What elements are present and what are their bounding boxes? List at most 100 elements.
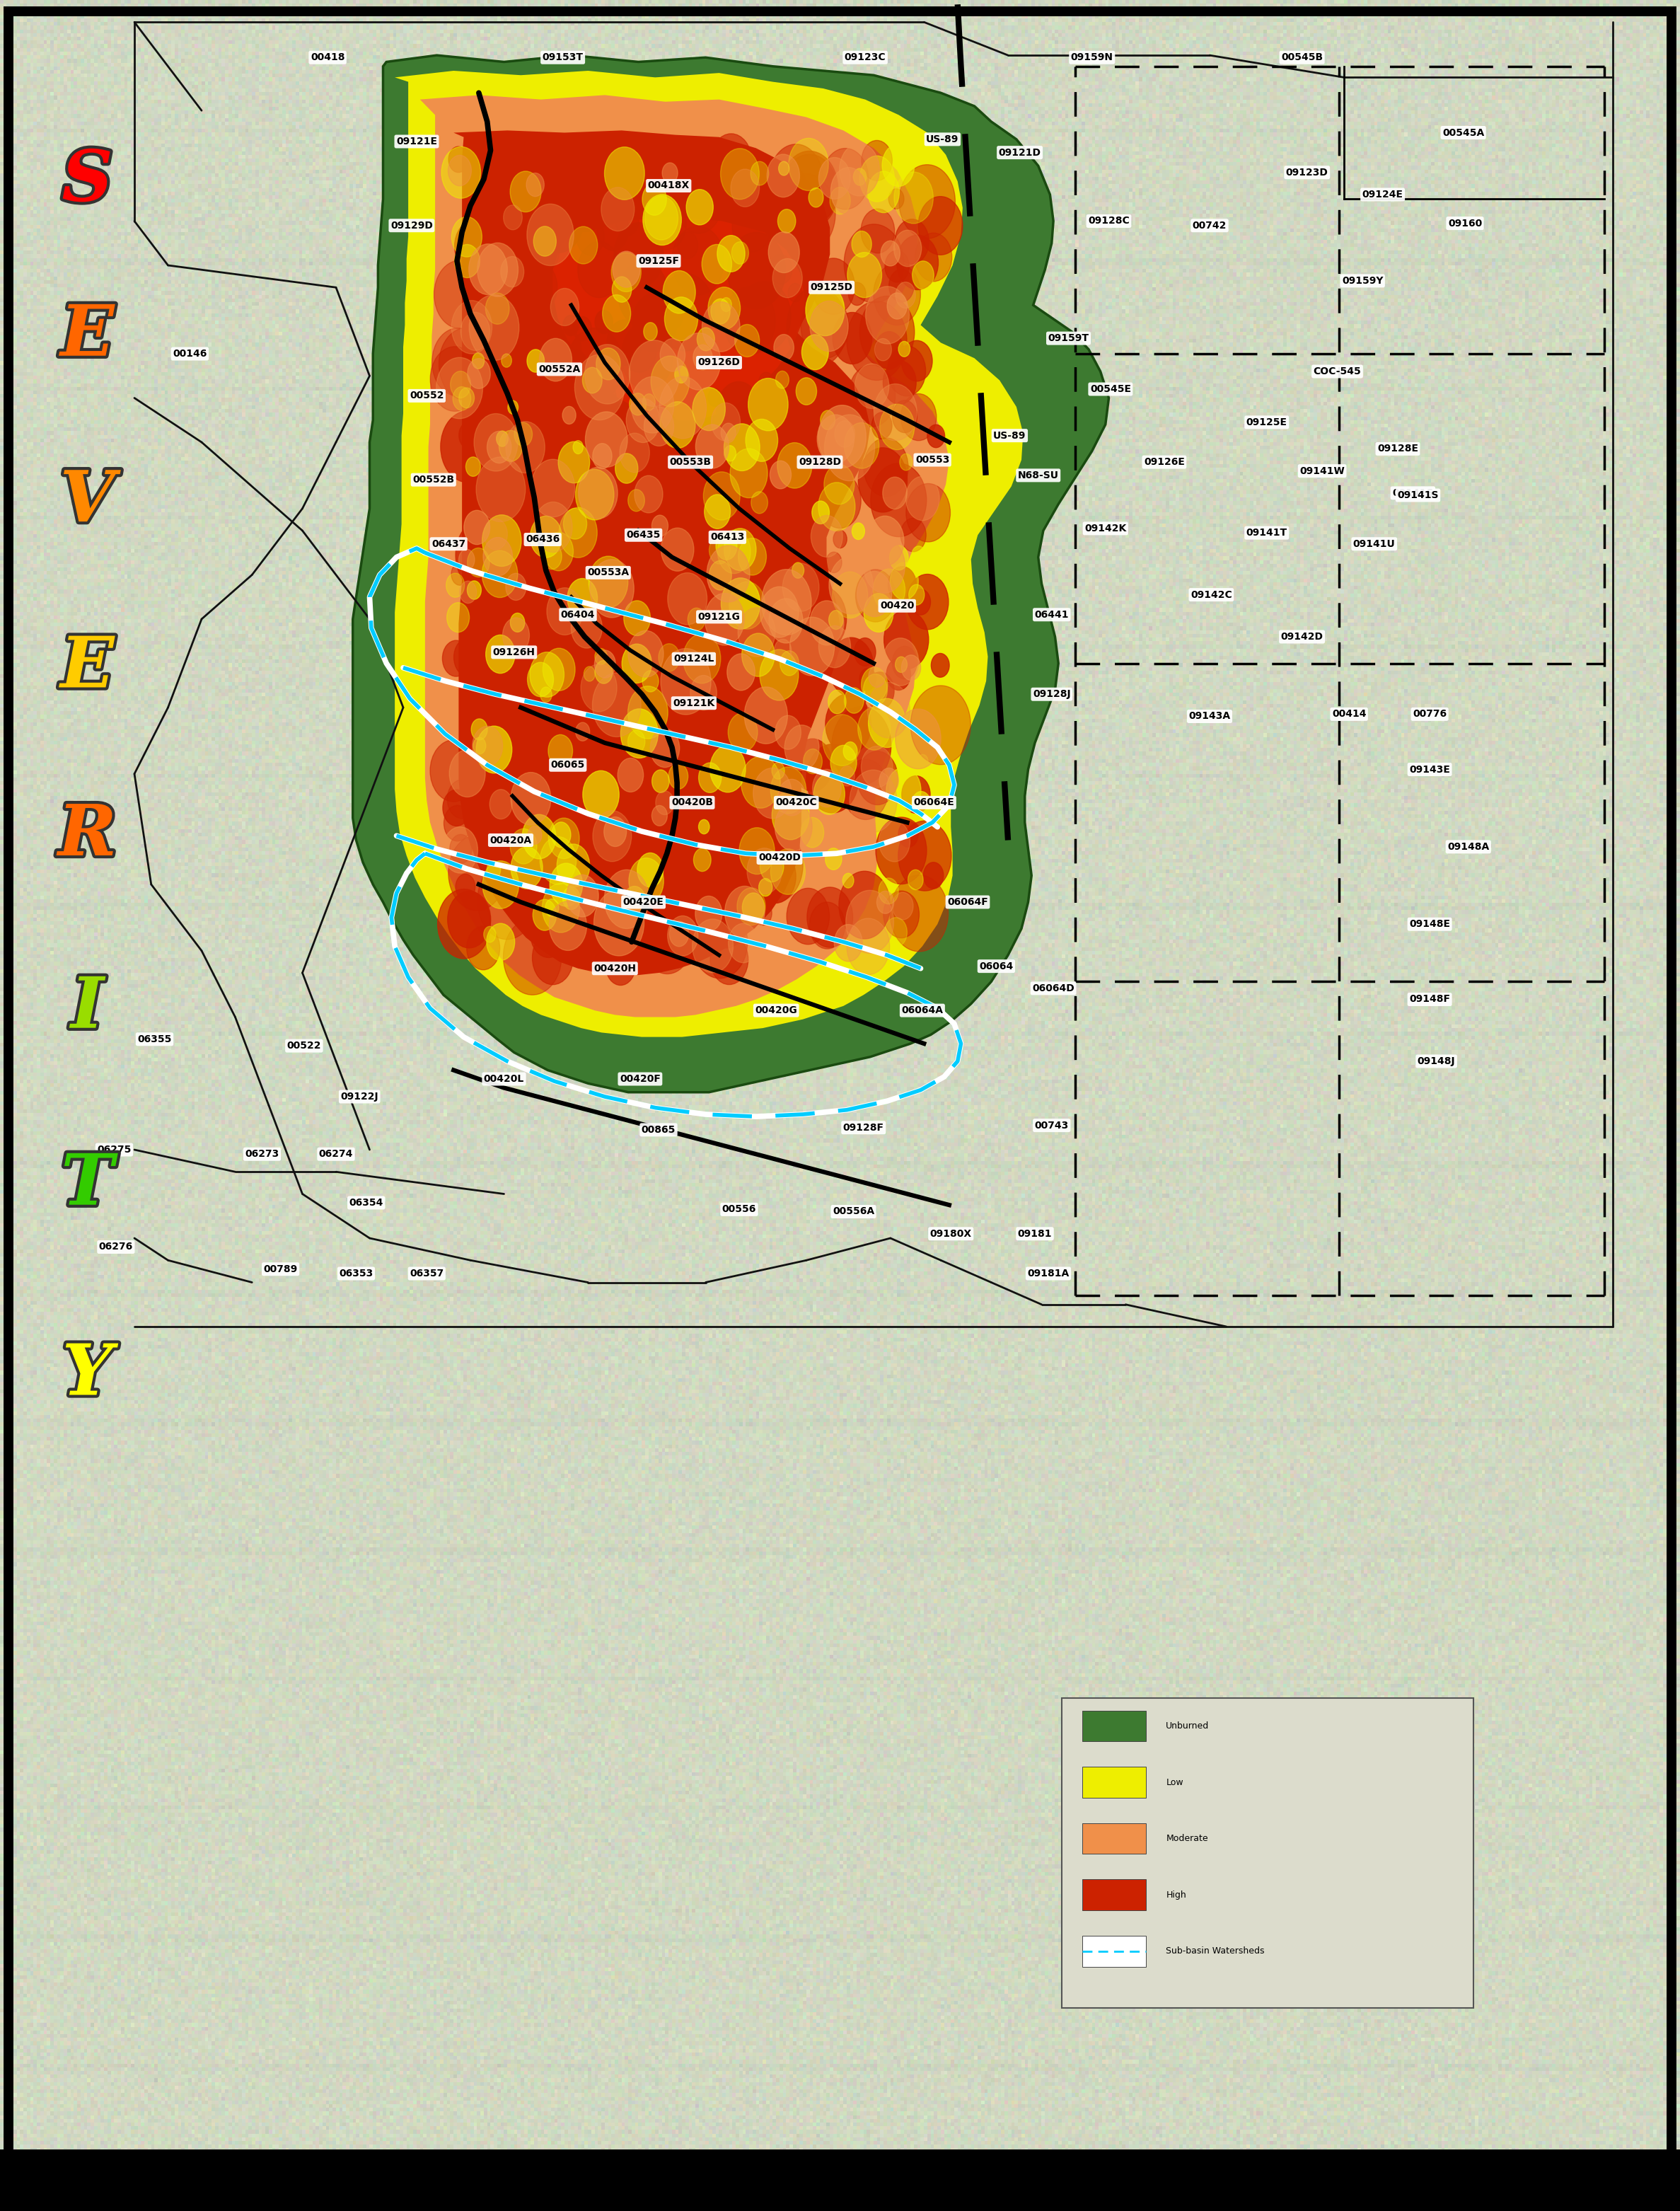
Circle shape — [808, 188, 823, 208]
Circle shape — [566, 555, 586, 581]
Circle shape — [847, 398, 874, 433]
Circle shape — [559, 422, 612, 491]
Circle shape — [743, 566, 763, 595]
Circle shape — [825, 416, 875, 480]
Text: 00420E: 00420E — [623, 898, 664, 907]
Circle shape — [890, 876, 948, 951]
Circle shape — [699, 820, 709, 834]
Circle shape — [447, 573, 464, 597]
Circle shape — [687, 608, 706, 630]
Circle shape — [724, 287, 776, 356]
Circle shape — [711, 745, 746, 792]
Circle shape — [566, 500, 615, 564]
Circle shape — [486, 597, 521, 641]
Circle shape — [630, 340, 680, 407]
Circle shape — [484, 926, 496, 942]
Circle shape — [615, 223, 664, 287]
Text: 00552A: 00552A — [539, 365, 580, 374]
Circle shape — [467, 358, 491, 389]
Circle shape — [769, 599, 803, 643]
Polygon shape — [553, 217, 805, 420]
Circle shape — [449, 836, 506, 911]
Polygon shape — [353, 55, 1109, 1092]
Circle shape — [864, 593, 894, 632]
Circle shape — [633, 822, 659, 858]
Circle shape — [447, 891, 491, 949]
Circle shape — [810, 601, 843, 646]
Circle shape — [862, 745, 892, 787]
Circle shape — [563, 887, 580, 909]
Circle shape — [477, 862, 536, 940]
Circle shape — [751, 491, 768, 513]
Circle shape — [531, 515, 561, 557]
Circle shape — [769, 254, 793, 283]
Circle shape — [556, 845, 590, 887]
Bar — [0, 2149, 1680, 2211]
Text: 09142D: 09142D — [1280, 632, 1324, 641]
Circle shape — [588, 557, 628, 608]
Circle shape — [576, 469, 613, 520]
Circle shape — [568, 327, 623, 402]
Circle shape — [467, 548, 489, 577]
Circle shape — [618, 758, 643, 792]
Circle shape — [534, 226, 556, 256]
Circle shape — [778, 442, 811, 489]
Circle shape — [570, 898, 608, 949]
Circle shape — [516, 265, 543, 301]
Circle shape — [546, 438, 596, 506]
Circle shape — [482, 515, 521, 566]
Circle shape — [729, 610, 790, 690]
Circle shape — [828, 690, 847, 714]
Circle shape — [442, 641, 470, 677]
Circle shape — [571, 608, 601, 648]
Text: 00522: 00522 — [287, 1041, 321, 1050]
Circle shape — [618, 261, 669, 327]
Circle shape — [511, 170, 541, 212]
Circle shape — [647, 199, 687, 250]
Text: 09126H: 09126H — [492, 648, 536, 657]
Circle shape — [727, 232, 786, 310]
Circle shape — [729, 924, 758, 962]
Circle shape — [830, 188, 850, 214]
Circle shape — [783, 564, 820, 612]
Circle shape — [477, 537, 531, 608]
Circle shape — [719, 800, 756, 851]
Circle shape — [632, 376, 674, 433]
Circle shape — [474, 736, 486, 754]
Circle shape — [830, 168, 867, 214]
Circle shape — [818, 626, 850, 668]
Circle shape — [638, 146, 659, 175]
Text: 00420C: 00420C — [776, 798, 816, 807]
Circle shape — [662, 696, 721, 774]
Circle shape — [875, 338, 892, 360]
Circle shape — [528, 663, 553, 696]
Circle shape — [447, 780, 477, 818]
Text: Unburned: Unburned — [1166, 1722, 1210, 1731]
Text: 00418X: 00418X — [648, 181, 689, 190]
Circle shape — [843, 223, 904, 303]
Text: 06353: 06353 — [339, 1269, 373, 1278]
Circle shape — [717, 531, 751, 573]
Text: US-89: US-89 — [926, 135, 959, 144]
Circle shape — [455, 520, 511, 593]
Circle shape — [741, 756, 780, 809]
Circle shape — [563, 509, 586, 539]
Circle shape — [664, 840, 711, 902]
Circle shape — [850, 769, 897, 831]
Circle shape — [828, 637, 874, 696]
Circle shape — [570, 851, 588, 878]
Circle shape — [840, 144, 879, 197]
Text: 09121G: 09121G — [697, 612, 741, 621]
Circle shape — [707, 287, 741, 329]
Circle shape — [682, 575, 743, 652]
Text: E: E — [60, 303, 114, 369]
Circle shape — [864, 438, 909, 497]
Circle shape — [590, 559, 633, 617]
Circle shape — [596, 347, 620, 380]
Text: 06413: 06413 — [711, 533, 744, 542]
Circle shape — [660, 648, 711, 714]
Circle shape — [432, 327, 484, 396]
Circle shape — [459, 387, 474, 409]
Circle shape — [899, 453, 912, 471]
Circle shape — [692, 175, 726, 219]
